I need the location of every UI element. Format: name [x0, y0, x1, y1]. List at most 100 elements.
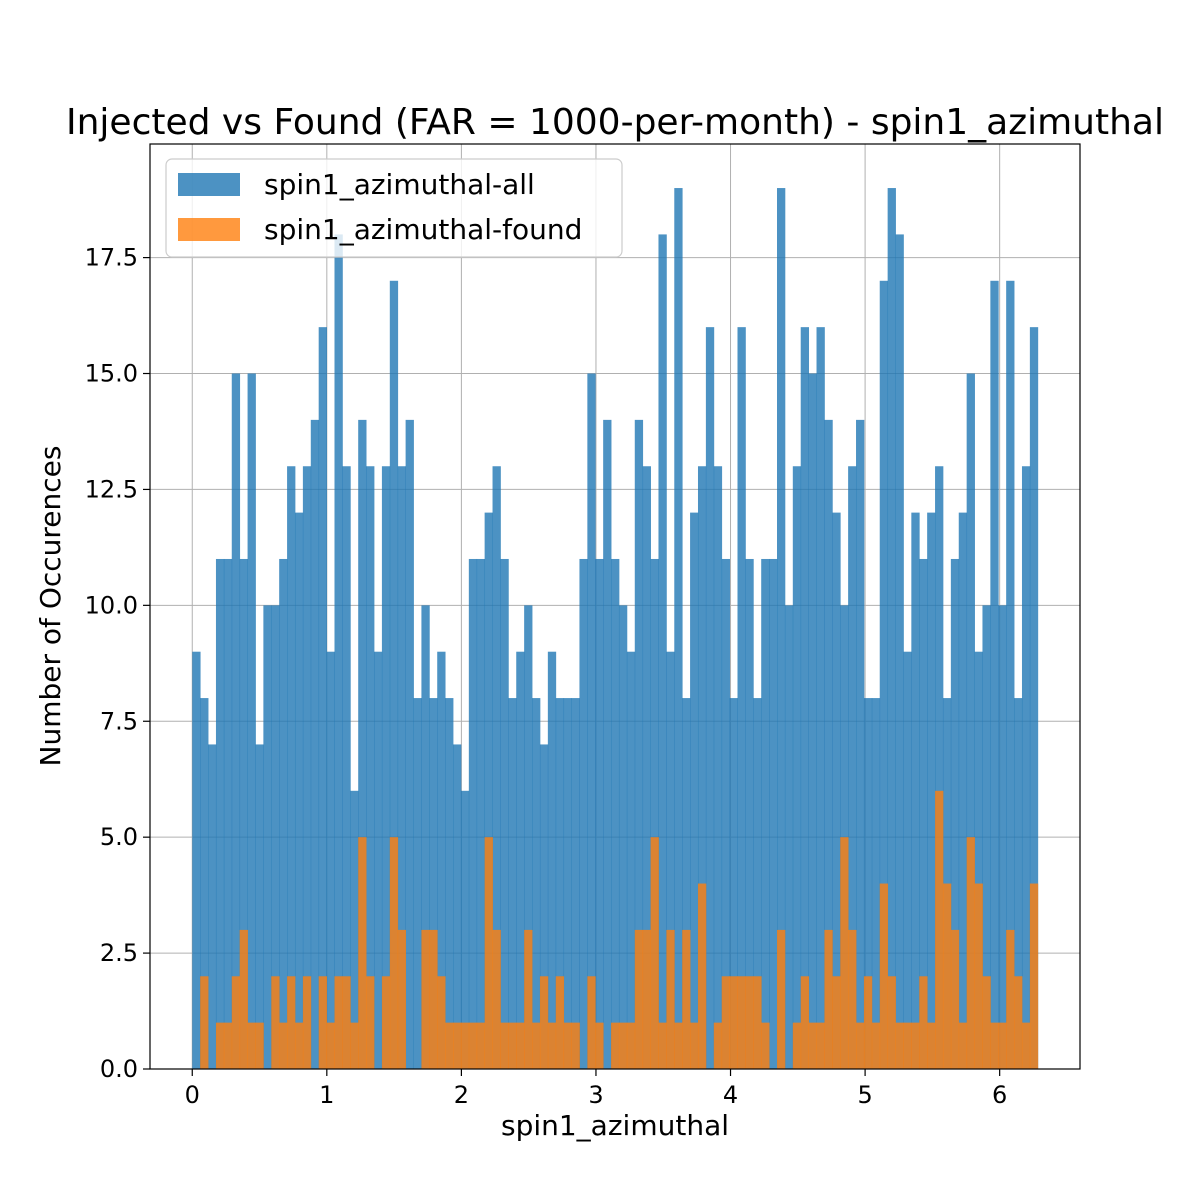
all-bar-13	[294, 512, 304, 1069]
all-bar-28	[413, 698, 422, 1069]
y-axis-label: Number of Occurences	[34, 446, 67, 767]
found-bar-6	[239, 929, 248, 1069]
found-bar-101	[990, 1022, 999, 1069]
all-bar-50	[587, 373, 596, 1069]
all-bar-61	[674, 188, 683, 1070]
found-bar-20	[350, 1022, 359, 1069]
all-bar-11	[279, 558, 288, 1069]
all-bar-66	[713, 466, 723, 1069]
x-tick-label-6: 6	[992, 1081, 1007, 1109]
all-bar-17	[326, 651, 335, 1069]
found-bar-8	[255, 1022, 264, 1069]
found-bar-21	[358, 837, 367, 1069]
found-bar-98	[966, 837, 975, 1069]
all-bar-94	[935, 466, 944, 1069]
found-bar-37	[484, 837, 493, 1069]
all-bar-7	[247, 373, 256, 1069]
found-bar-83	[848, 929, 857, 1069]
legend-label-all: spin1_azimuthal-all	[264, 168, 535, 201]
x-tick-label-3: 3	[588, 1081, 603, 1109]
all-bar-21	[358, 419, 367, 1069]
all-bar-83	[848, 466, 857, 1069]
found-bar-87	[879, 883, 889, 1069]
found-bar-51	[595, 1022, 604, 1069]
series-all-bars	[192, 188, 1039, 1070]
found-bar-100	[982, 976, 991, 1069]
found-bar-35	[468, 1022, 478, 1069]
y-tick-label-5: 12.5	[85, 475, 138, 503]
chart-title: Injected vs Found (FAR = 1000-per-month)…	[66, 102, 1164, 143]
all-bar-57	[642, 466, 651, 1069]
all-bar-78	[808, 373, 817, 1069]
all-bar-41	[516, 651, 525, 1069]
all-bar-1	[200, 698, 209, 1069]
all-bar-15	[310, 419, 320, 1069]
all-bar-70	[745, 558, 754, 1069]
found-bar-92	[919, 976, 928, 1069]
found-bar-88	[887, 976, 896, 1069]
y-tick-label-4: 10.0	[85, 591, 138, 619]
x-tick-label-5: 5	[857, 1081, 872, 1109]
all-bar-2	[208, 744, 217, 1069]
found-bar-30	[429, 929, 438, 1069]
found-bar-96	[950, 929, 960, 1069]
found-bar-10	[271, 976, 280, 1069]
all-bar-29	[421, 605, 430, 1069]
legend: spin1_azimuthal-all spin1_azimuthal-foun…	[165, 158, 623, 258]
all-bar-72	[761, 558, 770, 1069]
all-bar-90	[903, 651, 912, 1069]
found-bar-59	[658, 1022, 667, 1069]
found-bar-90	[903, 1022, 912, 1069]
found-bar-48	[571, 1022, 580, 1069]
found-bar-13	[294, 1022, 304, 1069]
found-bar-70	[745, 976, 754, 1069]
found-bar-72	[761, 1022, 770, 1069]
all-bar-85	[863, 698, 873, 1069]
found-bar-89	[895, 1022, 904, 1069]
all-bar-71	[753, 698, 762, 1069]
all-bar-60	[666, 651, 675, 1069]
found-bar-4	[223, 1022, 233, 1069]
found-bar-33	[453, 1022, 462, 1069]
all-bar-98	[966, 373, 975, 1069]
all-bar-27	[405, 419, 414, 1069]
all-bar-6	[239, 558, 248, 1069]
all-bar-51	[595, 558, 604, 1069]
plot-frame	[149, 143, 1081, 1070]
found-bar-67	[721, 976, 730, 1069]
found-bar-64	[697, 883, 707, 1069]
found-bar-60	[666, 929, 675, 1069]
found-bar-82	[840, 837, 849, 1069]
all-bar-69	[737, 327, 746, 1069]
all-bar-39	[500, 558, 509, 1069]
all-bar-12	[287, 466, 296, 1069]
found-bar-55	[626, 1022, 636, 1069]
all-bar-77	[800, 327, 810, 1069]
all-bar-47	[563, 698, 572, 1069]
found-bar-7	[247, 1022, 256, 1069]
y-tick-label-7: 17.5	[85, 244, 138, 272]
found-bar-97	[958, 1022, 968, 1069]
found-bar-16	[318, 976, 327, 1069]
all-bar-97	[958, 512, 968, 1069]
all-bar-62	[682, 698, 691, 1069]
all-bar-87	[879, 280, 889, 1070]
all-bar-44	[539, 744, 549, 1069]
found-bar-106	[1029, 883, 1039, 1069]
all-bar-63	[690, 512, 699, 1069]
found-bar-71	[753, 976, 762, 1069]
all-bar-8	[255, 744, 264, 1069]
all-bar-101	[990, 280, 999, 1070]
x-axis-label: spin1_azimuthal	[501, 1109, 729, 1142]
all-bar-103	[1006, 280, 1015, 1070]
all-bar-23	[374, 651, 383, 1069]
found-bar-22	[366, 976, 375, 1069]
found-bar-68	[729, 976, 738, 1069]
found-bar-24	[381, 976, 391, 1069]
found-bar-105	[1021, 1022, 1031, 1069]
found-bar-19	[342, 976, 351, 1069]
found-bar-57	[642, 929, 651, 1069]
legend-label-found: spin1_azimuthal-found	[264, 213, 582, 246]
all-bar-76	[792, 466, 802, 1069]
all-bar-43	[532, 698, 541, 1069]
